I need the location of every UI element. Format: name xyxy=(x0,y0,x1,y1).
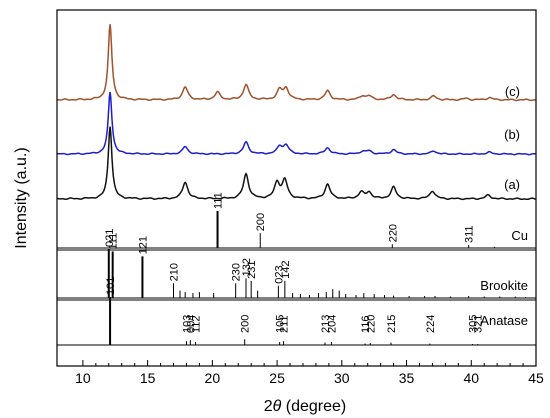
hkl-label-1-6: 231 xyxy=(246,260,258,278)
series-label-0: (c) xyxy=(505,84,520,99)
hkl-label-2-13: 305 xyxy=(468,315,480,333)
hkl-label-0-1: 200 xyxy=(255,213,267,231)
hkl-label-2-8: 204 xyxy=(326,315,338,333)
x-tick-label-10: 10 xyxy=(75,370,91,386)
hkl-label-2-10: 220 xyxy=(365,315,377,333)
hkl-label-1-0: 021 xyxy=(104,229,116,247)
hkl-label-2-0: 101 xyxy=(105,277,117,295)
hkl-label-0-2: 220 xyxy=(387,224,399,242)
hkl-label-1-1: 111 xyxy=(108,233,120,250)
x-tick-label-30: 30 xyxy=(334,370,350,386)
x-tick-label-20: 20 xyxy=(205,370,221,386)
x-axis-label-prefix: 2 xyxy=(264,398,273,415)
x-tick-label-40: 40 xyxy=(463,370,479,386)
hkl-label-2-14: 321 xyxy=(473,315,485,333)
x-tick-label-35: 35 xyxy=(399,370,415,386)
hkl-label-1-4: 230 xyxy=(231,263,243,281)
reference-name-1: Brookite xyxy=(480,278,528,293)
hkl-label-2-4: 200 xyxy=(240,315,252,333)
hkl-label-2-2: 004 xyxy=(185,315,197,333)
x-axis-label-suffix: (degree) xyxy=(281,398,346,415)
hkl-label-1-3: 210 xyxy=(169,263,181,281)
hkl-label-1-2: 121 xyxy=(137,236,149,254)
x-tick-label-45: 45 xyxy=(528,370,544,386)
pattern-series-group: (c) (b) (a) xyxy=(56,24,537,201)
hkl-label-1-8: 142 xyxy=(280,260,292,278)
x-axis-label-symbol: θ xyxy=(273,398,282,415)
x-tick-label-25: 25 xyxy=(269,370,285,386)
reference-name-0: Cu xyxy=(511,228,528,243)
hkl-label-2-11: 215 xyxy=(386,315,398,333)
hkl-label-0-0: 111 xyxy=(213,192,225,209)
x-axis-label: 2θ (degree) xyxy=(264,398,347,415)
reference-name-2: Anatase xyxy=(480,313,528,328)
hkl-label-2-9: 116 xyxy=(360,315,372,333)
series-line-1 xyxy=(56,91,537,156)
hkl-label-2-7: 213 xyxy=(320,315,332,333)
hkl-label-0-3: 311 xyxy=(464,225,476,243)
y-axis-label: Intensity (a.u.) xyxy=(13,147,30,248)
hkl-label-2-3: 112 xyxy=(191,315,203,333)
hkl-label-2-5: 105 xyxy=(275,315,287,333)
hkl-label-1-7: 023 xyxy=(273,265,285,283)
axes-group: 10 15 20 25 30 35 40 45 xyxy=(56,9,544,386)
series-line-0 xyxy=(56,24,537,102)
series-label-2: (a) xyxy=(504,177,520,192)
hkl-label-1-5: 132 xyxy=(241,258,253,276)
hkl-label-2-1: 103 xyxy=(181,315,193,333)
hkl-label-2-6: 211 xyxy=(279,315,291,333)
plot-frame xyxy=(56,9,537,367)
x-tick-label-15: 15 xyxy=(140,370,156,386)
series-line-2 xyxy=(56,126,537,201)
series-label-1: (b) xyxy=(504,127,520,142)
hkl-label-2-12: 224 xyxy=(425,315,437,333)
